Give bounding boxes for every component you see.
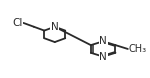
Text: N: N [99,36,107,46]
Text: N: N [99,52,107,62]
Text: Cl: Cl [12,18,23,28]
Text: N: N [51,22,59,32]
Text: CH₃: CH₃ [129,44,147,54]
